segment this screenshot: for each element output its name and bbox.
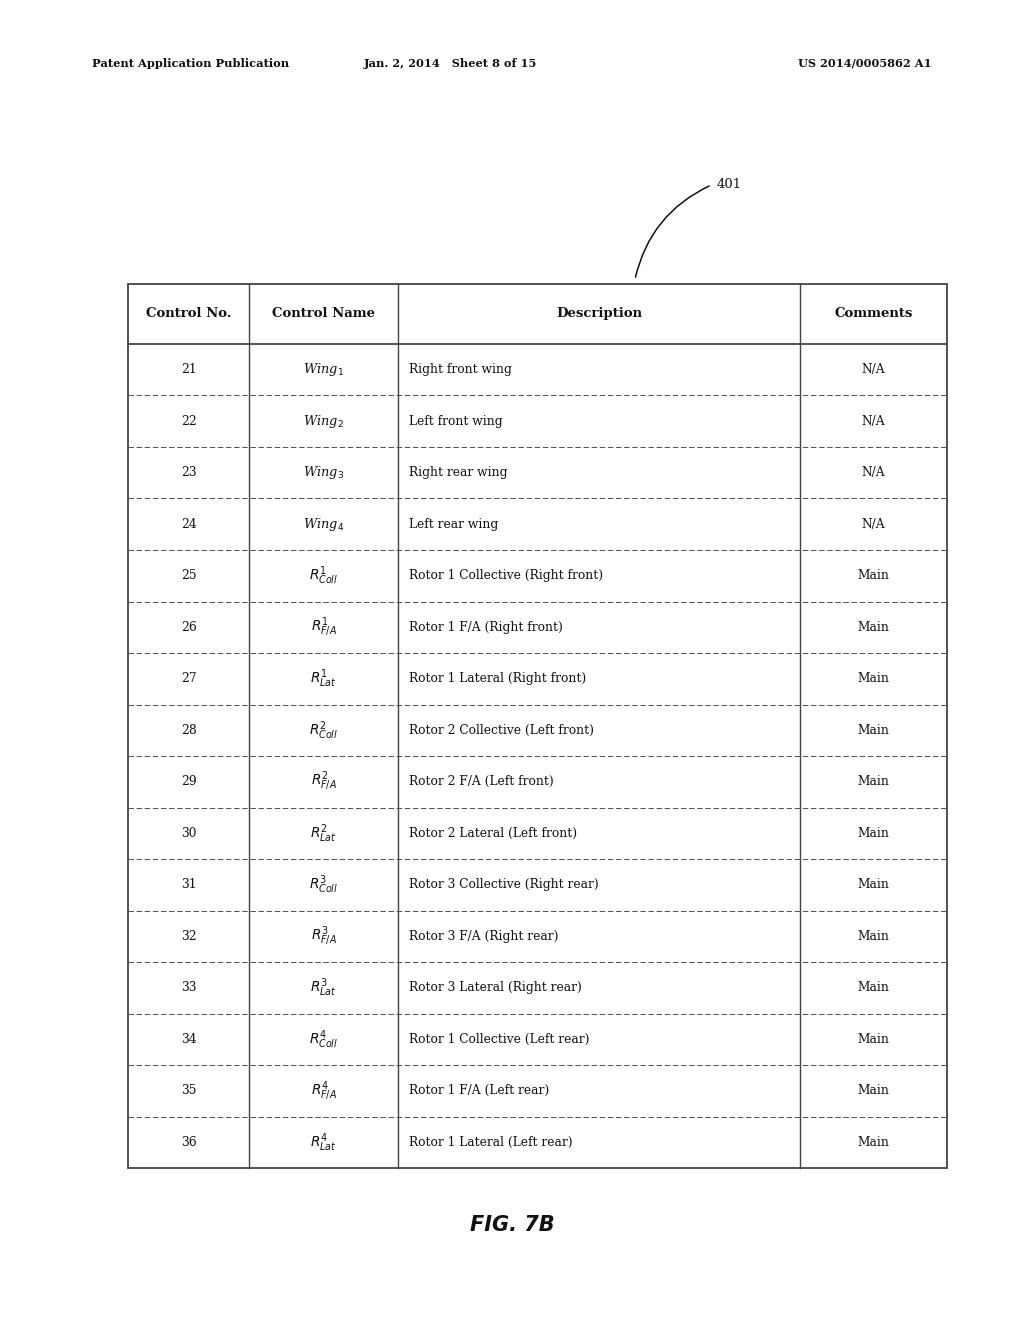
Text: $R^{1}_{F/A}$: $R^{1}_{F/A}$ <box>310 615 337 639</box>
Text: Control No.: Control No. <box>145 308 231 321</box>
Text: 23: 23 <box>181 466 197 479</box>
Text: $R^{1}_{Coll}$: $R^{1}_{Coll}$ <box>309 565 338 587</box>
Text: Jan. 2, 2014   Sheet 8 of 15: Jan. 2, 2014 Sheet 8 of 15 <box>364 58 538 69</box>
Text: Rotor 1 Lateral (Left rear): Rotor 1 Lateral (Left rear) <box>409 1137 572 1148</box>
Text: 36: 36 <box>181 1137 197 1148</box>
Text: 32: 32 <box>181 929 197 942</box>
Text: Rotor 1 F/A (Left rear): Rotor 1 F/A (Left rear) <box>409 1085 549 1097</box>
Text: $R^{4}_{Lat}$: $R^{4}_{Lat}$ <box>310 1131 337 1154</box>
Text: 22: 22 <box>181 414 197 428</box>
Text: N/A: N/A <box>861 517 886 531</box>
Text: Left front wing: Left front wing <box>409 414 502 428</box>
Text: Rotor 1 Lateral (Right front): Rotor 1 Lateral (Right front) <box>409 672 586 685</box>
Text: Rotor 1 Collective (Right front): Rotor 1 Collective (Right front) <box>409 569 603 582</box>
Text: Right rear wing: Right rear wing <box>409 466 507 479</box>
Text: Rotor 3 F/A (Right rear): Rotor 3 F/A (Right rear) <box>409 929 558 942</box>
Text: 34: 34 <box>181 1034 197 1045</box>
Text: 25: 25 <box>181 569 197 582</box>
Text: 21: 21 <box>181 363 197 376</box>
Text: Rotor 2 Lateral (Left front): Rotor 2 Lateral (Left front) <box>409 826 577 840</box>
Text: N/A: N/A <box>861 414 886 428</box>
Text: $R^{3}_{F/A}$: $R^{3}_{F/A}$ <box>310 925 337 948</box>
Bar <box>128 284 947 1168</box>
Text: N/A: N/A <box>861 363 886 376</box>
Text: 30: 30 <box>181 826 197 840</box>
Text: 401: 401 <box>717 178 742 191</box>
Text: Rotor 2 F/A (Left front): Rotor 2 F/A (Left front) <box>409 775 553 788</box>
Text: US 2014/0005862 A1: US 2014/0005862 A1 <box>799 58 932 69</box>
Text: Main: Main <box>857 1034 890 1045</box>
Text: Main: Main <box>857 672 890 685</box>
Text: Main: Main <box>857 1085 890 1097</box>
Text: Rotor 1 Collective (Left rear): Rotor 1 Collective (Left rear) <box>409 1034 589 1045</box>
Text: Main: Main <box>857 826 890 840</box>
Text: Comments: Comments <box>835 308 912 321</box>
Text: Main: Main <box>857 723 890 737</box>
Text: 26: 26 <box>181 620 197 634</box>
Text: Main: Main <box>857 775 890 788</box>
Text: $R^{4}_{F/A}$: $R^{4}_{F/A}$ <box>310 1080 337 1102</box>
Text: $R^{3}_{Lat}$: $R^{3}_{Lat}$ <box>310 977 337 999</box>
Text: Left rear wing: Left rear wing <box>409 517 498 531</box>
Text: Wing$_4$: Wing$_4$ <box>303 516 344 533</box>
Text: Main: Main <box>857 929 890 942</box>
Text: 24: 24 <box>181 517 197 531</box>
Text: Rotor 2 Collective (Left front): Rotor 2 Collective (Left front) <box>409 723 594 737</box>
Text: Main: Main <box>857 1137 890 1148</box>
Text: 27: 27 <box>181 672 197 685</box>
Text: Rotor 1 F/A (Right front): Rotor 1 F/A (Right front) <box>409 620 562 634</box>
Text: Rotor 3 Lateral (Right rear): Rotor 3 Lateral (Right rear) <box>409 981 582 994</box>
Text: 28: 28 <box>181 723 197 737</box>
Text: Main: Main <box>857 981 890 994</box>
Text: 31: 31 <box>181 878 197 891</box>
Text: Right front wing: Right front wing <box>409 363 511 376</box>
Text: 29: 29 <box>181 775 197 788</box>
Text: $R^{1}_{Lat}$: $R^{1}_{Lat}$ <box>310 668 337 690</box>
Text: Rotor 3 Collective (Right rear): Rotor 3 Collective (Right rear) <box>409 878 598 891</box>
Text: Wing$_3$: Wing$_3$ <box>303 465 344 482</box>
Text: $R^{4}_{Coll}$: $R^{4}_{Coll}$ <box>309 1028 338 1051</box>
Text: $R^{2}_{Coll}$: $R^{2}_{Coll}$ <box>309 719 338 742</box>
Text: $R^{2}_{Lat}$: $R^{2}_{Lat}$ <box>310 822 337 845</box>
Text: Control Name: Control Name <box>272 308 375 321</box>
Text: 33: 33 <box>181 981 197 994</box>
Text: FIG. 7B: FIG. 7B <box>470 1214 554 1236</box>
Text: $R^{3}_{Coll}$: $R^{3}_{Coll}$ <box>309 874 338 896</box>
Text: Patent Application Publication: Patent Application Publication <box>92 58 290 69</box>
Text: Main: Main <box>857 620 890 634</box>
Text: Main: Main <box>857 878 890 891</box>
Text: Wing$_1$: Wing$_1$ <box>303 362 344 379</box>
Text: N/A: N/A <box>861 466 886 479</box>
Text: Wing$_2$: Wing$_2$ <box>303 413 344 430</box>
Text: $R^{2}_{F/A}$: $R^{2}_{F/A}$ <box>310 771 337 793</box>
Text: Main: Main <box>857 569 890 582</box>
Text: Description: Description <box>556 308 642 321</box>
Text: 35: 35 <box>181 1085 197 1097</box>
